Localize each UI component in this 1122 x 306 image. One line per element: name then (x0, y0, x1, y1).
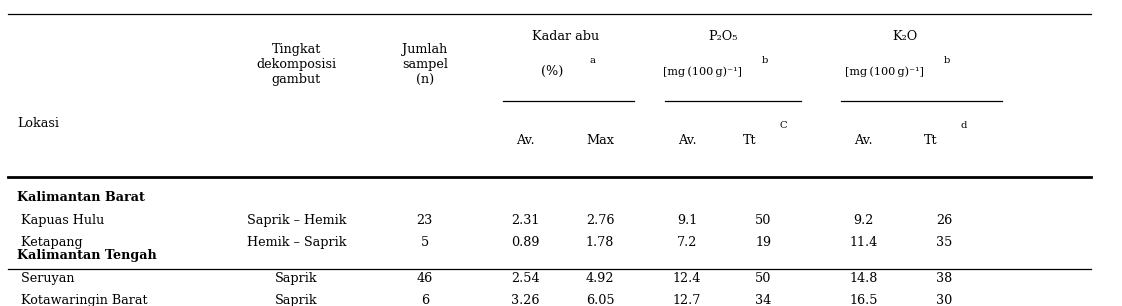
Text: 35: 35 (936, 236, 953, 248)
Text: Seruyan: Seruyan (17, 272, 75, 285)
Text: Tt: Tt (923, 134, 937, 147)
Text: 7.2: 7.2 (677, 236, 698, 248)
Text: 2.31: 2.31 (512, 214, 540, 227)
Text: Av.: Av. (678, 134, 697, 147)
Text: Kotawaringin Barat: Kotawaringin Barat (17, 294, 148, 306)
Text: 6.05: 6.05 (586, 294, 615, 306)
Text: b: b (944, 56, 950, 65)
Text: 4.92: 4.92 (586, 272, 615, 285)
Text: 46: 46 (416, 272, 433, 285)
Text: 3.26: 3.26 (511, 294, 540, 306)
Text: d: d (960, 121, 967, 130)
Text: 50: 50 (755, 272, 771, 285)
Text: 38: 38 (936, 272, 953, 285)
Text: Kalimantan Barat: Kalimantan Barat (17, 191, 145, 204)
Text: 34: 34 (755, 294, 771, 306)
Text: a: a (589, 56, 596, 65)
Text: 2.54: 2.54 (511, 272, 540, 285)
Text: 16.5: 16.5 (849, 294, 877, 306)
Text: 19: 19 (755, 236, 771, 248)
Text: K₂O: K₂O (892, 30, 918, 43)
Text: [mg (100 g)⁻¹]: [mg (100 g)⁻¹] (663, 66, 743, 77)
Text: 9.1: 9.1 (677, 214, 697, 227)
Text: 5: 5 (421, 236, 429, 248)
Text: Jumlah
sampel
(n): Jumlah sampel (n) (402, 43, 448, 87)
Text: Av.: Av. (854, 134, 873, 147)
Text: 12.4: 12.4 (673, 272, 701, 285)
Text: 2.76: 2.76 (586, 214, 615, 227)
Text: 0.89: 0.89 (511, 236, 540, 248)
Text: Tt: Tt (743, 134, 756, 147)
Text: 12.7: 12.7 (673, 294, 701, 306)
Text: C: C (780, 121, 787, 130)
Text: Kalimantan Tengah: Kalimantan Tengah (17, 249, 157, 262)
Text: P₂O₅: P₂O₅ (708, 30, 737, 43)
Text: 11.4: 11.4 (849, 236, 877, 248)
Text: 26: 26 (936, 214, 953, 227)
Text: 50: 50 (755, 214, 771, 227)
Text: Kadar abu: Kadar abu (532, 30, 599, 43)
Text: [mg (100 g)⁻¹]: [mg (100 g)⁻¹] (845, 66, 925, 77)
Text: Hemik – Saprik: Hemik – Saprik (247, 236, 347, 248)
Text: (%): (%) (541, 65, 563, 78)
Text: Kapuas Hulu: Kapuas Hulu (17, 214, 104, 227)
Text: 23: 23 (416, 214, 433, 227)
Text: b: b (762, 56, 769, 65)
Text: Tingkat
dekomposisi
gambut: Tingkat dekomposisi gambut (256, 43, 337, 87)
Text: Saprik: Saprik (275, 272, 318, 285)
Text: 30: 30 (936, 294, 953, 306)
Text: 9.2: 9.2 (854, 214, 874, 227)
Text: Max: Max (586, 134, 614, 147)
Text: 14.8: 14.8 (849, 272, 877, 285)
Text: Saprik: Saprik (275, 294, 318, 306)
Text: Av.: Av. (516, 134, 534, 147)
Text: 6: 6 (421, 294, 429, 306)
Text: Lokasi: Lokasi (17, 117, 59, 130)
Text: Ketapang: Ketapang (17, 236, 83, 248)
Text: Saprik – Hemik: Saprik – Hemik (247, 214, 347, 227)
Text: 1.78: 1.78 (586, 236, 614, 248)
